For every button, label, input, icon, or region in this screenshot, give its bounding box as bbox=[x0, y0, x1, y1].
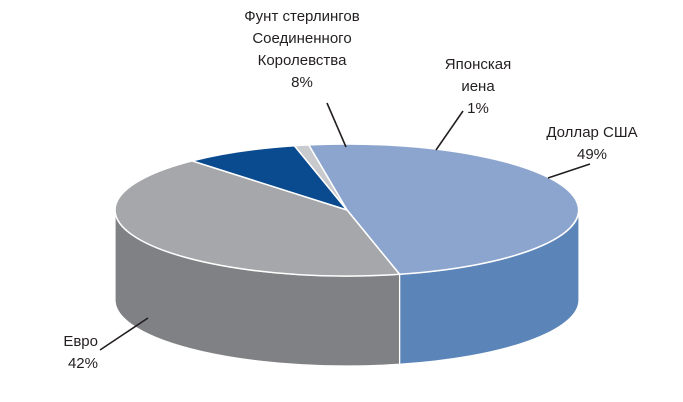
leader-line-3 bbox=[435, 110, 464, 151]
slice-labels: Доллар США 49% Евро 42% Фунт стерлингов Соеди… bbox=[63, 8, 637, 372]
pie-slice-3 bbox=[292, 144, 348, 211]
leader-line-2 bbox=[326, 102, 347, 148]
slice-name-line: Японская bbox=[445, 56, 511, 73]
slice-name-line: Евро bbox=[63, 333, 98, 350]
slice-name-line: Соединенного bbox=[252, 30, 351, 47]
slice-pct: 1% bbox=[467, 100, 489, 117]
slice-label-0: Доллар США 49% bbox=[546, 124, 637, 163]
pie-slices bbox=[114, 143, 580, 277]
slice-pct: 49% bbox=[577, 146, 607, 163]
slice-label-2: Фунт стерлингов Соединенного Королевства 8% bbox=[244, 8, 359, 91]
slice-name-line: Доллар США bbox=[546, 124, 637, 141]
slice-pct: 42% bbox=[68, 355, 98, 372]
slice-pct: 8% bbox=[291, 74, 313, 91]
pie-slice-2 bbox=[189, 144, 350, 212]
pie-slice-1 bbox=[114, 160, 402, 277]
slice-label-1: Евро 42% bbox=[63, 333, 98, 372]
leader-line-0 bbox=[547, 163, 591, 179]
leader-lines bbox=[99, 102, 591, 351]
leader-line-1 bbox=[99, 317, 149, 351]
slice-name-line: иена bbox=[461, 78, 495, 95]
slice-name-line: Фунт стерлингов bbox=[244, 8, 359, 25]
slice-label-3: Японская иена 1% bbox=[445, 56, 511, 117]
slice-name-line: Королевства bbox=[258, 52, 348, 69]
pie-slice-0 bbox=[307, 143, 580, 276]
